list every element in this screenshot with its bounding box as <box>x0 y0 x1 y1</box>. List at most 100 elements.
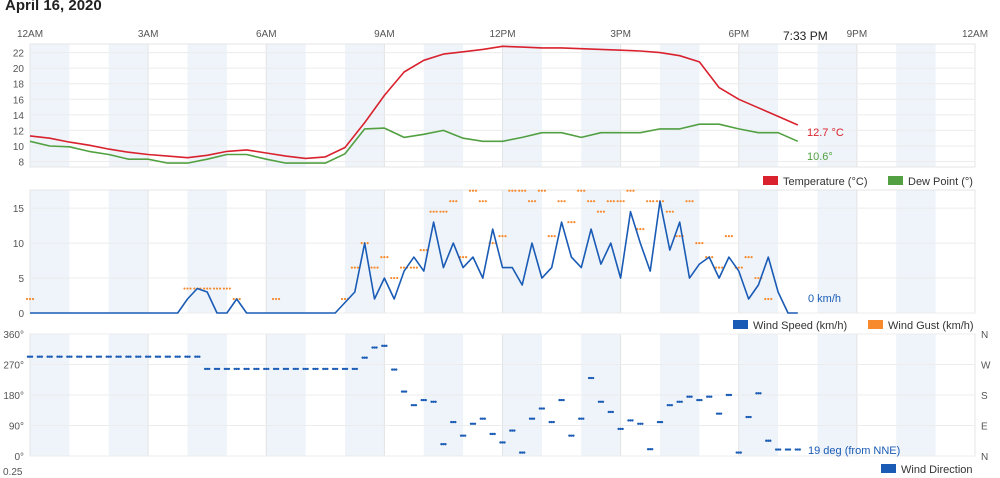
legend-dew-point[interactable]: Dew Point (°) <box>888 176 973 188</box>
wind-direction-point <box>365 356 368 359</box>
legend-swatch-temperature <box>763 176 778 185</box>
wind-gust-point <box>691 200 694 203</box>
wind-gust-point <box>649 200 652 203</box>
wind-gust-point <box>455 200 458 203</box>
y-tick-label: 14 <box>13 111 25 122</box>
wind-direction-point <box>333 367 337 371</box>
wind-direction-point <box>548 420 551 424</box>
hour-band <box>345 44 385 167</box>
wind-direction-point <box>572 434 575 437</box>
hour-band <box>30 190 70 313</box>
wind-direction-point <box>371 346 374 349</box>
wind-direction-point <box>737 451 740 454</box>
wind-direction-point <box>296 367 299 371</box>
wind-direction-point <box>381 344 384 348</box>
wind-gust-point <box>28 297 32 301</box>
wind-direction-point <box>483 417 487 420</box>
legend-temperature[interactable]: Temperature (°C) <box>763 176 867 188</box>
wind-direction-point <box>424 398 427 402</box>
wind-speed-line <box>30 200 798 314</box>
wind-gust-point <box>206 287 209 290</box>
wind-direction-point <box>552 420 555 424</box>
wind-direction-point <box>267 367 270 371</box>
wind-gust-point <box>353 266 356 269</box>
hour-band <box>108 44 149 167</box>
wind-direction-point <box>617 427 620 431</box>
wind-direction-point <box>739 451 742 454</box>
wind-gust-point <box>203 287 206 290</box>
wind-gust-point <box>730 235 734 238</box>
wind-direction-point <box>146 355 150 358</box>
wind-direction-point <box>550 420 553 424</box>
wind-direction-point <box>85 355 89 358</box>
hour-band <box>581 190 621 313</box>
wind-gust-point <box>439 210 442 213</box>
hour-band <box>738 44 779 167</box>
y-tick-label-right: N <box>981 330 988 341</box>
wind-direction-point <box>154 355 158 358</box>
wind-gust-point <box>511 189 514 192</box>
wind-gust-point <box>577 189 580 192</box>
legend-wind-gust[interactable]: Wind Gust (km/h) <box>868 320 974 332</box>
wind-direction-point <box>558 398 561 402</box>
wind-gust-point <box>393 276 396 280</box>
wind-gust-point <box>386 255 389 259</box>
wind-direction-point <box>749 415 752 419</box>
wind-gust-point <box>491 242 494 245</box>
wind-direction-point <box>646 448 650 451</box>
wind-direction-point <box>78 355 81 358</box>
wind-direction-point <box>137 355 140 358</box>
wind-direction-point <box>676 400 679 403</box>
wind-direction-point <box>562 398 565 402</box>
wind-direction-point <box>499 441 502 444</box>
wind-gust-point <box>419 249 422 252</box>
wind-direction-point <box>225 367 229 371</box>
wind-direction-point <box>36 355 40 358</box>
wind-gust-point <box>580 189 583 192</box>
wind-direction-point <box>570 434 573 437</box>
x-tick-label: 6PM <box>728 29 749 40</box>
wind-gust-point <box>478 200 481 203</box>
wind-direction-point <box>796 448 800 451</box>
wind-gust-point <box>727 235 731 238</box>
legend-label-wind-direction: Wind Direction <box>901 464 973 476</box>
legend-wind-direction[interactable]: Wind Direction <box>881 464 973 476</box>
wind-gust-point <box>383 255 386 259</box>
wind-gust-point <box>222 287 225 290</box>
wind-direction-point <box>263 367 266 371</box>
wind-direction-point <box>493 432 496 436</box>
hour-band <box>502 44 542 167</box>
wind-direction-point <box>286 367 290 371</box>
wind-gust-point <box>639 228 642 231</box>
wind-direction-point <box>324 367 327 371</box>
wind-gust-point <box>705 255 708 259</box>
wind-gust-point <box>238 297 241 301</box>
wind-direction-point <box>253 367 256 371</box>
wind-gust-point <box>678 235 681 238</box>
wind-direction-point <box>58 355 61 358</box>
wind-direction-point <box>351 367 355 371</box>
wind-gust-point <box>481 200 484 203</box>
x-tick-label: 3AM <box>138 29 159 40</box>
wind-gust-point <box>626 189 629 192</box>
wind-direction-point <box>698 398 701 402</box>
cutoff-axis-label: 0.25 <box>3 467 23 478</box>
wind-gust-point <box>750 255 753 259</box>
wind-gust-point <box>422 249 425 252</box>
wind-direction-point <box>599 400 603 403</box>
wind-direction-point <box>582 417 585 420</box>
wind-direction-point <box>361 356 364 359</box>
legend-wind-speed[interactable]: Wind Speed (km/h) <box>733 320 847 332</box>
wind-direction-point <box>680 400 683 403</box>
wind-gust-point <box>622 200 625 203</box>
y-tick-label: 15 <box>13 204 25 215</box>
wind-gust-point <box>366 242 369 245</box>
wind-direction-point <box>597 400 601 403</box>
wind-direction-point <box>385 344 388 348</box>
wind-direction-point <box>412 403 416 407</box>
dew-point-current-label: 10.6° <box>807 151 833 163</box>
y-tick-label: 10 <box>13 142 25 153</box>
x-tick-label: 3PM <box>610 29 631 40</box>
wind-direction-point <box>89 355 93 358</box>
wind-gust-point <box>232 297 235 301</box>
